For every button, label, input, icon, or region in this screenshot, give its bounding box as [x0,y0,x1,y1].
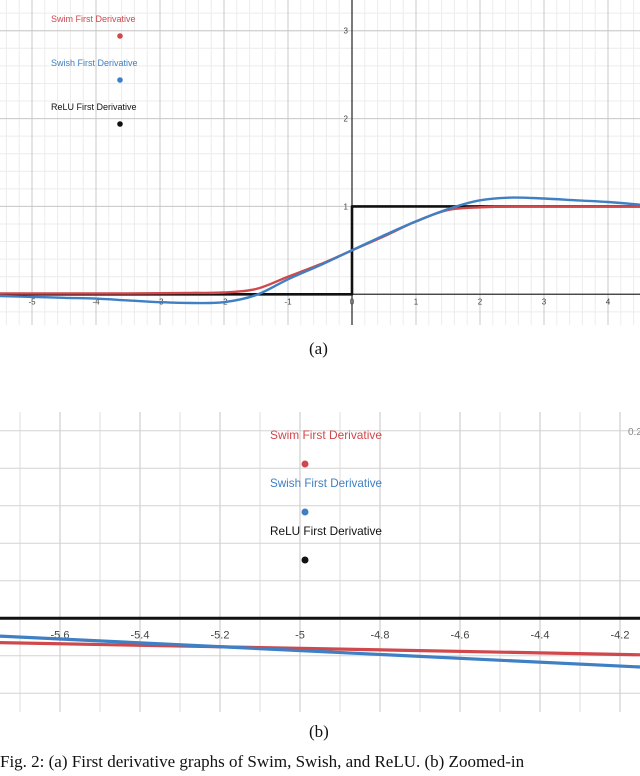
plot-background [0,0,640,325]
chart-panel-a: -5 -4 -3 -2 -1 0 1 2 3 4 1 2 3 Swim First Derivative S… [0,0,640,330]
y-tick-label: 3 [344,27,349,36]
legend-marker-relu [117,121,123,127]
legend-marker-swim [117,33,123,39]
legend-label-swish: Swish First Derivative [270,476,382,490]
x-tick-label: 4 [606,297,611,306]
y-tick-label: 0.2 [628,427,640,438]
x-tick-label: -4 [92,297,100,306]
legend-label-swish: Swish First Derivative [51,58,138,68]
legend-label-swim: Swim First Derivative [270,428,382,442]
x-tick-label: 3 [542,297,547,306]
legend-marker-swish [117,77,123,83]
legend-marker-swim [301,460,309,468]
x-tick-label: -5 [28,297,36,306]
subfigure-label-b: (b) [309,722,329,741]
legend-label-swim: Swim First Derivative [51,14,136,24]
x-tick-label: -5.2 [211,629,230,641]
x-tick-label: -4.8 [371,629,390,641]
y-tick-label: 2 [344,115,349,124]
x-tick-label: 0 [350,297,355,306]
x-tick-label: -4.4 [531,629,550,641]
x-tick-label: -4.6 [451,629,470,641]
legend-label-relu: ReLU First Derivative [51,102,137,112]
x-tick-label: -4.2 [611,629,630,641]
x-tick-label: -1 [284,297,292,306]
series-line-swim [0,641,640,657]
x-tick-label: -5.4 [131,629,150,641]
x-tick-label: -5 [295,629,305,641]
chart-panel-b: -5.6 -5.4 -5.2 -5 -4.8 -4.6 -4.4 -4.2 0.2 Swim Fi… [0,412,640,712]
plot-background [0,412,640,712]
y-tick-label: 1 [344,202,349,211]
x-tick-label: 1 [414,297,419,306]
x-tick-label: 2 [478,297,483,306]
legend-marker-swish [301,508,309,516]
legend-marker-relu [301,556,309,564]
subfigure-label-a: (a) [309,339,328,358]
series-line-swish [0,196,640,305]
legend-label-relu: ReLU First Derivative [270,524,382,538]
figure-caption: Fig. 2: (a) First derivative graphs of S… [0,752,525,771]
series-line-swish [0,634,640,669]
